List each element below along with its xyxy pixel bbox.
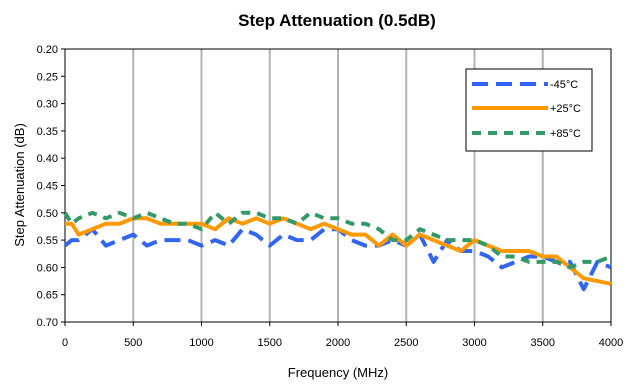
series-line-1 (65, 216, 612, 286)
x-tick-label-6: 3000 (462, 337, 486, 349)
x-tick-label-3: 1500 (258, 337, 282, 349)
y-tick-label-5: 0.45 (37, 181, 58, 193)
x-tick-label-0: 0 (62, 337, 68, 349)
x-axis-label: Frequency (MHz) (288, 365, 388, 380)
y-tick-label-0: 0.20 (37, 44, 58, 56)
x-axis-ticks: 0 500 1000 1500 2000 2500 3000 3500 4000 (62, 322, 623, 349)
x-tick-label-5: 2500 (394, 337, 418, 349)
y-tick-label-2: 0.30 (37, 99, 58, 111)
legend: -45°C +25°C +85°C (465, 68, 593, 152)
x-tick-label-8: 4000 (599, 337, 623, 349)
x-tick-label-7: 3500 (531, 337, 555, 349)
y-tick-label-9: 0.65 (37, 290, 58, 302)
x-tick-label-2: 1000 (189, 337, 213, 349)
x-tick-label-4: 2000 (326, 337, 350, 349)
series-line-2 (63, 210, 612, 270)
legend-label-0: -45°C (550, 79, 578, 91)
y-tick-label-6: 0.50 (37, 208, 58, 220)
legend-label-2: +85°C (550, 128, 581, 140)
x-tick-label-1: 500 (124, 337, 142, 349)
legend-label-1: +25°C (550, 103, 581, 115)
series-layer (63, 210, 612, 292)
chart-title: Step Attenuation (0.5dB) (238, 11, 436, 30)
y-axis-ticks: 0.20 0.25 0.30 0.35 0.40 0.45 0.50 0.55 0.60 0.65… (37, 44, 65, 329)
y-tick-label-3: 0.35 (37, 126, 58, 138)
y-tick-label-4: 0.40 (37, 153, 58, 165)
y-axis-label: Step Attenuation (dB) (12, 123, 27, 247)
y-tick-label-7: 0.55 (37, 235, 58, 247)
y-tick-label-8: 0.60 (37, 262, 58, 274)
series-line-0 (63, 227, 612, 292)
y-tick-label-1: 0.25 (37, 71, 58, 83)
y-tick-label-10: 0.70 (37, 317, 58, 329)
